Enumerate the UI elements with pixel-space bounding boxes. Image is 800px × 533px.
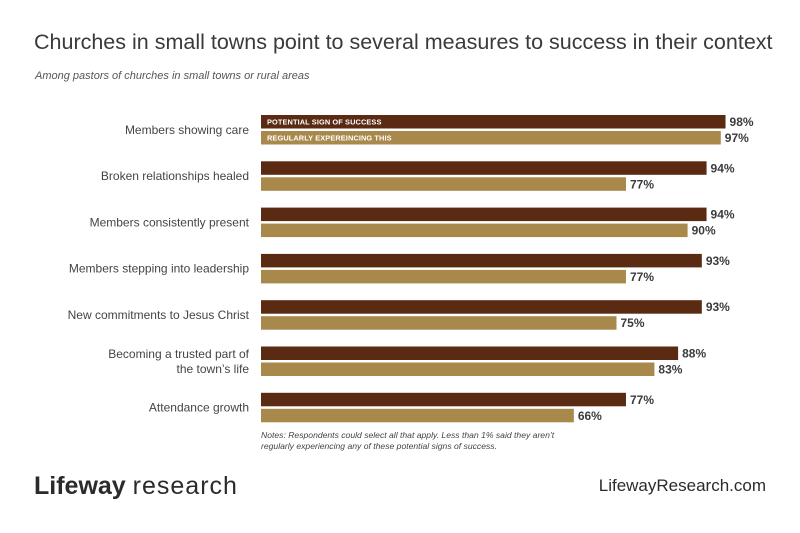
value-label: 77% — [630, 393, 654, 407]
value-label: 77% — [630, 270, 654, 284]
category-label-line: Broken relationships healed — [101, 169, 249, 183]
value-label: 90% — [692, 224, 716, 238]
bar-regularly-experiencing — [261, 131, 721, 145]
bar-regularly-experiencing — [261, 362, 655, 376]
category-label: Becoming a trusted part of the town’s lif… — [108, 347, 249, 376]
category-label-line: the town’s life — [177, 362, 250, 376]
bar-regularly-experiencing — [261, 408, 574, 423]
legend-entry: POTENTIAL SIGN OF SUCCESS — [267, 118, 381, 127]
value-label: 98% — [730, 115, 754, 129]
category-label: New commitments to Jesus Christ — [68, 308, 250, 322]
category-label-line: Members consistently present — [90, 215, 250, 229]
category-label-line: Members stepping into leadership — [69, 262, 249, 276]
chart-title: Churches in small towns point to several… — [34, 30, 773, 54]
bar-potential-sign — [261, 392, 626, 407]
category-label: Members consistently present — [90, 215, 250, 229]
bar-potential-sign — [261, 161, 707, 175]
value-label: 94% — [711, 208, 735, 222]
bar-regularly-experiencing — [261, 269, 626, 284]
value-label: 77% — [630, 177, 654, 191]
value-label: 83% — [658, 363, 682, 377]
category-label: Attendance growth — [149, 401, 249, 415]
category-label-line: Attendance growth — [149, 401, 249, 415]
category-label: Members stepping into leadership — [69, 262, 249, 276]
bar-potential-sign — [261, 253, 702, 268]
bar-potential-sign — [261, 346, 679, 360]
website-url: LifewayResearch.com — [598, 476, 766, 495]
category-label: Broken relationships healed — [101, 169, 249, 183]
bar-potential-sign — [261, 115, 726, 129]
value-label: 97% — [725, 131, 749, 145]
value-label: 93% — [706, 300, 730, 314]
bar-potential-sign — [261, 207, 707, 222]
value-label: 75% — [621, 316, 645, 330]
bar-regularly-experiencing — [261, 223, 688, 238]
value-label: 94% — [711, 161, 735, 175]
chart-notes: Notes: Respondents could select all that… — [261, 430, 555, 451]
category-label-line: New commitments to Jesus Christ — [68, 308, 250, 322]
category-label-line: Members showing care — [125, 123, 249, 137]
category-label-line: Becoming a trusted part of — [108, 347, 249, 361]
value-label: 88% — [682, 347, 706, 361]
bar-regularly-experiencing — [261, 177, 626, 191]
logo-word-lifeway: Lifeway — [34, 472, 126, 500]
bar-regularly-experiencing — [261, 316, 617, 330]
logo-word-research: research — [132, 472, 238, 500]
category-label: Members showing care — [125, 123, 249, 137]
chart-subtitle: Among pastors of churches in small towns… — [35, 70, 310, 82]
value-label: 66% — [578, 409, 602, 423]
value-label: 93% — [706, 254, 730, 268]
bar-potential-sign — [261, 300, 702, 314]
lifeway-research-logo: Lifeway research — [34, 472, 238, 501]
legend-entry: REGULARLY EXPEREINCING THIS — [267, 134, 392, 143]
